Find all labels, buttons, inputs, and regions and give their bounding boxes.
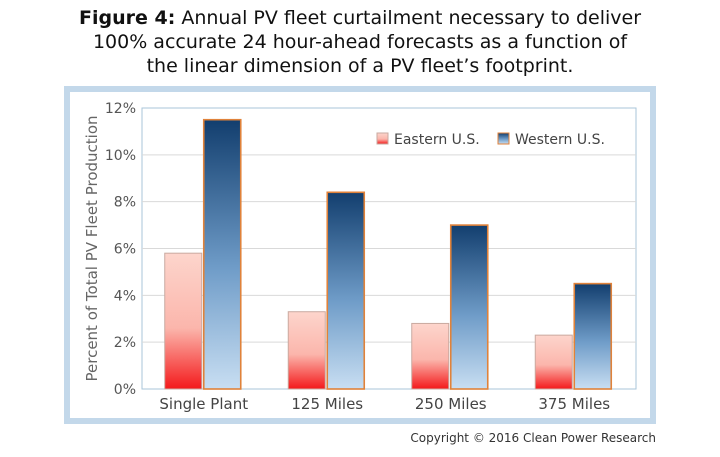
western-bar xyxy=(573,282,613,390)
x-tick-label: 250 Miles xyxy=(415,395,487,413)
copyright-text: Copyright © 2016 Clean Power Research xyxy=(410,431,656,445)
y-tick-label: 0% xyxy=(114,382,136,398)
western-legend-label: Western U.S. xyxy=(515,132,605,148)
x-tick-label: 375 Miles xyxy=(538,395,610,413)
y-tick-label: 12% xyxy=(105,101,136,117)
title-line-1: Figure 4: Annual PV fleet curtailment ne… xyxy=(0,6,720,30)
y-tick-label: 4% xyxy=(114,288,136,304)
western-bar xyxy=(449,224,489,390)
eastern-bar xyxy=(164,252,203,390)
eastern-legend-swatch xyxy=(376,132,389,145)
x-tick-label: Single Plant xyxy=(159,395,248,413)
title-line-3: the linear dimension of a PV fleet’s foo… xyxy=(146,55,574,77)
title-line-2: 100% accurate 24 hour-ahead forecasts as… xyxy=(92,31,628,53)
figure-label: Figure 4: xyxy=(78,7,176,29)
figure-title: Figure 4: Annual PV fleet curtailment ne… xyxy=(0,6,720,78)
y-tick-label: 2% xyxy=(114,335,136,351)
y-tick-label: 6% xyxy=(114,242,136,258)
western-legend-swatch xyxy=(497,132,510,145)
eastern-legend-label: Eastern U.S. xyxy=(394,132,480,148)
x-tick-label: 125 Miles xyxy=(291,395,363,413)
y-tick-label: 8% xyxy=(114,195,136,211)
y-axis-title: Percent of Total PV Fleet Production xyxy=(83,115,101,381)
title-text-1: Annual PV fleet curtailment necessary to… xyxy=(181,7,642,29)
eastern-bar xyxy=(534,334,573,390)
western-bar xyxy=(326,191,366,390)
eastern-bar xyxy=(287,311,326,390)
y-tick-label: 10% xyxy=(105,148,136,164)
western-bar xyxy=(202,118,242,390)
eastern-bar xyxy=(411,322,450,390)
